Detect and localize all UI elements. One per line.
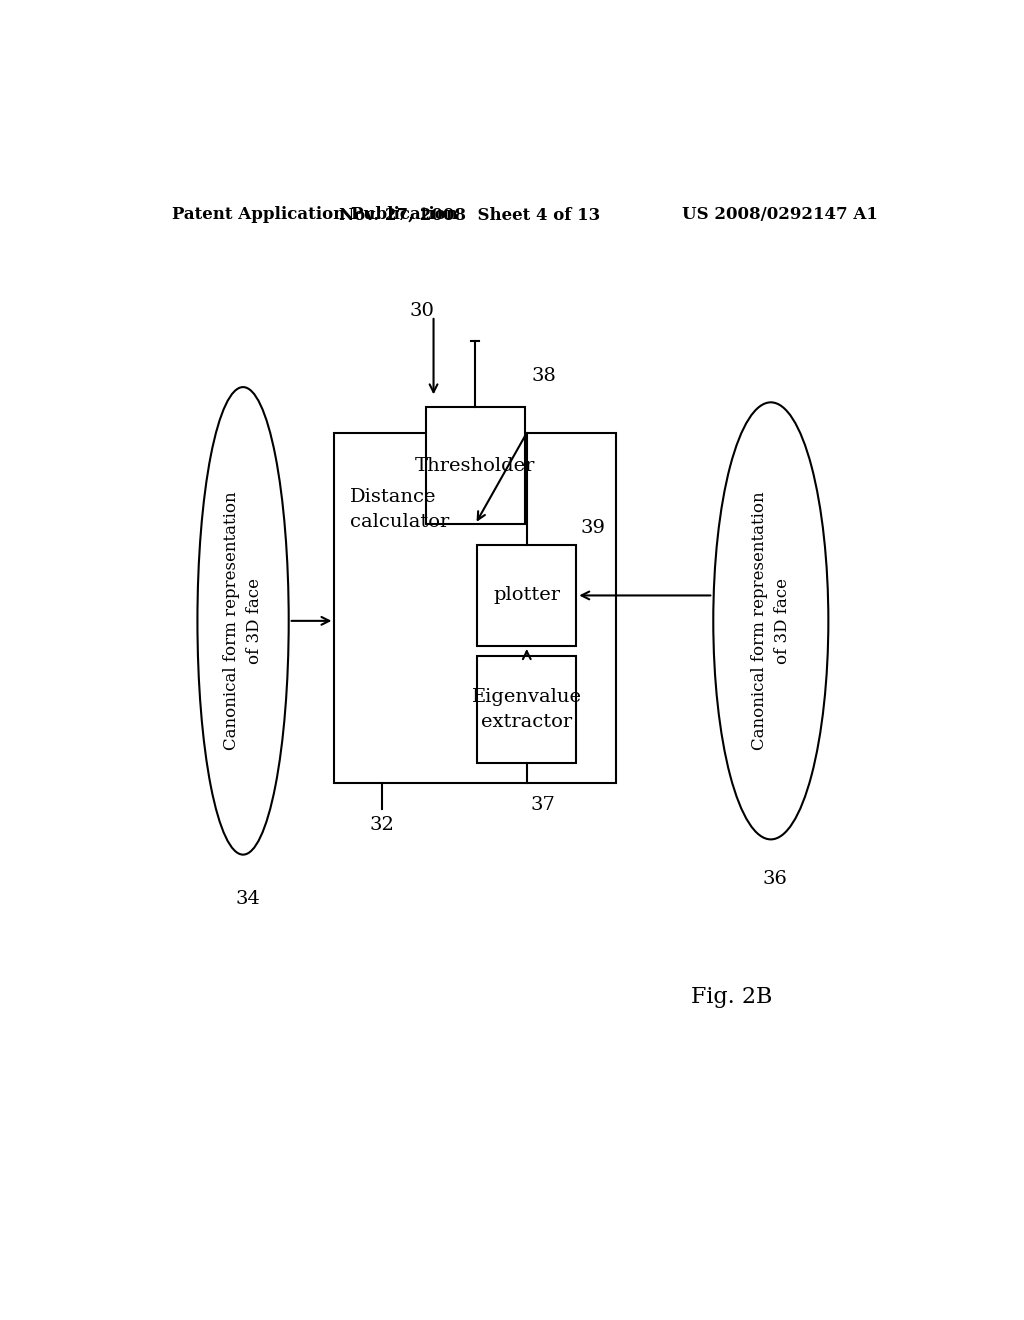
Text: 39: 39 xyxy=(581,519,605,537)
Bar xyxy=(334,433,616,784)
Bar xyxy=(426,408,525,524)
Ellipse shape xyxy=(714,403,828,840)
Text: Thresholder: Thresholder xyxy=(415,457,536,475)
Text: 32: 32 xyxy=(370,816,394,834)
Text: Distance
calculator: Distance calculator xyxy=(350,488,450,532)
Text: Canonical form representation
of 3D face: Canonical form representation of 3D face xyxy=(223,491,263,750)
Ellipse shape xyxy=(198,387,289,854)
Text: US 2008/0292147 A1: US 2008/0292147 A1 xyxy=(682,206,878,223)
Text: 34: 34 xyxy=(236,890,260,908)
Text: plotter: plotter xyxy=(494,586,560,605)
Text: 38: 38 xyxy=(531,367,556,384)
Text: 37: 37 xyxy=(530,796,555,813)
Text: Patent Application Publication: Patent Application Publication xyxy=(172,206,458,223)
Bar xyxy=(477,656,577,763)
Text: Fig. 2B: Fig. 2B xyxy=(691,986,773,1008)
Text: Canonical form representation
of 3D face: Canonical form representation of 3D face xyxy=(751,491,792,750)
Text: 36: 36 xyxy=(763,870,787,888)
Text: Eigenvalue
extractor: Eigenvalue extractor xyxy=(472,688,582,731)
Text: 30: 30 xyxy=(410,302,434,319)
Text: Nov. 27, 2008  Sheet 4 of 13: Nov. 27, 2008 Sheet 4 of 13 xyxy=(339,206,600,223)
Bar xyxy=(477,545,577,647)
